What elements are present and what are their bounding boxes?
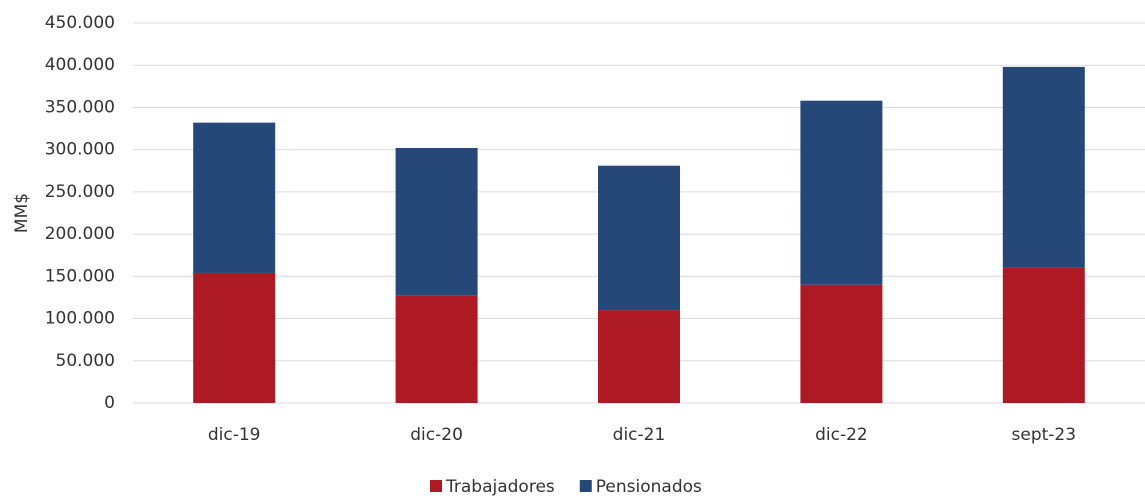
bar-segment — [193, 272, 276, 403]
bar-segment — [800, 284, 883, 403]
y-tick-label: 50.000 — [56, 351, 115, 371]
x-tick-label: dic-21 — [613, 425, 666, 445]
y-tick-label: 400.000 — [45, 55, 115, 75]
x-tick-label: dic-20 — [410, 425, 463, 445]
y-tick-label: 250.000 — [45, 182, 115, 202]
y-tick-label: 100.000 — [45, 309, 115, 329]
legend-label: Pensionados — [596, 477, 702, 497]
y-tick-label: 200.000 — [45, 224, 115, 244]
bar-segment — [800, 100, 883, 285]
bar-segment — [1002, 66, 1085, 268]
bar-segment — [193, 122, 276, 273]
y-tick-label: 350.000 — [45, 97, 115, 117]
bar-segment — [395, 147, 478, 296]
x-tick-label: dic-22 — [815, 425, 868, 445]
legend-label: Trabajadores — [445, 477, 555, 497]
bar-segment — [598, 310, 680, 403]
bar-segment — [1002, 267, 1085, 403]
bar-segment — [598, 165, 680, 311]
y-tick-label: 300.000 — [45, 140, 115, 160]
x-tick-label: dic-19 — [208, 425, 261, 445]
x-tick-label: sept-23 — [1012, 425, 1077, 445]
y-tick-label: 450.000 — [45, 13, 115, 33]
legend-swatch — [579, 480, 592, 492]
y-tick-label: 0 — [104, 393, 115, 413]
legend-swatch — [430, 480, 442, 492]
bar-segment — [395, 295, 478, 403]
y-tick-label: 150.000 — [45, 266, 115, 286]
y-axis-label: MM$ — [12, 193, 32, 233]
